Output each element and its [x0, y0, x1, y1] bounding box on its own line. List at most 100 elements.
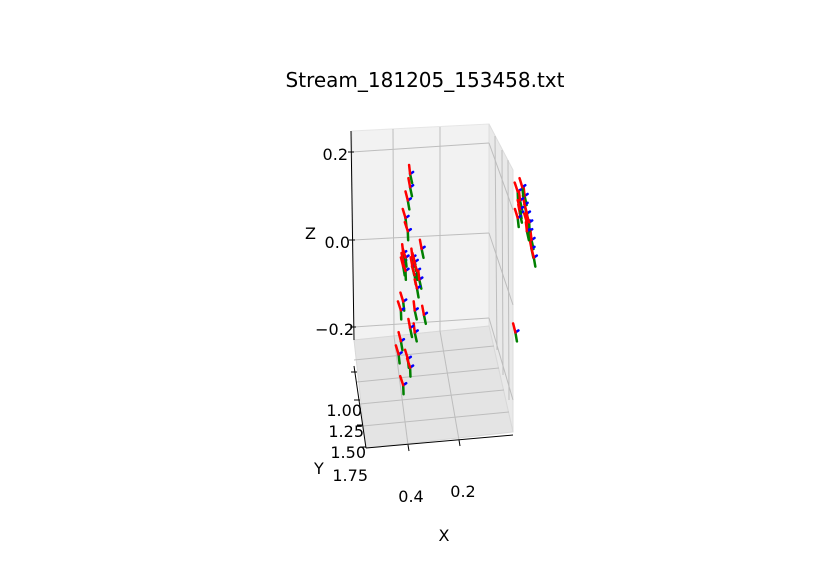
pose-y-axis	[420, 247, 425, 260]
pose-x-axis	[516, 198, 522, 211]
z-ticks	[348, 151, 356, 328]
pose-x-axis	[403, 348, 410, 361]
z-axis-line	[350, 130, 355, 341]
pose-y-axis	[404, 256, 408, 268]
pose-y-axis	[422, 313, 428, 326]
pose-x-axis	[524, 220, 529, 233]
pose-x-axis	[523, 203, 529, 215]
pose-x-axis	[401, 207, 407, 220]
pose-x-axis	[407, 176, 412, 189]
pose-triad	[513, 207, 522, 229]
pose-x-axis	[528, 238, 533, 251]
pose-triad	[404, 190, 413, 211]
x-tick-label: 0.2	[450, 482, 475, 501]
pose-triad	[401, 247, 410, 268]
pose-x-axis	[394, 344, 400, 356]
y-axis-line	[353, 365, 367, 449]
pose-triad	[407, 163, 415, 185]
pose-x-axis	[397, 330, 403, 343]
y-tick-label: 1.75	[332, 466, 368, 485]
z-tick-label: −0.2	[315, 320, 354, 339]
pose-x-axis	[522, 185, 526, 198]
chart-title: Stream_181205_153458.txt	[286, 68, 565, 92]
pose-x-axis	[403, 220, 410, 233]
pose-y-axis	[408, 185, 414, 198]
pose-y-axis	[408, 172, 414, 185]
pose-triad	[511, 322, 520, 343]
pose-x-axis	[398, 374, 405, 387]
pose-triad	[407, 317, 415, 339]
z-tick-label: 0.0	[325, 233, 350, 252]
pose-x-axis	[405, 357, 412, 369]
pose-triad	[412, 322, 419, 343]
pose-x-axis	[412, 260, 419, 273]
pose-x-axis	[412, 322, 416, 334]
pose-y-axis	[415, 287, 420, 299]
y-tick-label: 1.50	[330, 443, 366, 462]
pose-x-axis	[518, 176, 524, 189]
pose-y-axis	[516, 216, 520, 229]
pose-markers	[394, 163, 539, 396]
pose-x-axis	[404, 190, 410, 202]
pose-x-axis	[524, 212, 531, 224]
pose-triad	[394, 344, 403, 365]
pose-x-axis	[413, 278, 419, 290]
x-ticks	[407, 439, 461, 452]
pose-triad	[518, 176, 527, 198]
pose-triad	[407, 176, 415, 198]
x-axis-line	[365, 434, 514, 449]
pose-y-axis	[408, 326, 414, 339]
pose-triad	[398, 374, 408, 396]
z-axis-label: Z	[305, 224, 316, 243]
pose-x-axis	[522, 212, 529, 224]
pose-x-axis	[529, 229, 533, 242]
pose-x-axis	[401, 247, 407, 259]
pose-x-axis	[420, 304, 426, 317]
y-ticks	[351, 371, 366, 448]
pose-triad	[524, 220, 532, 242]
pose-x-axis	[399, 291, 405, 303]
pose-x-axis	[513, 207, 519, 220]
pose-y-axis	[399, 339, 404, 352]
pose-y-axis	[521, 185, 525, 198]
pose-y-axis	[413, 309, 418, 321]
x-tick-label: 0.4	[398, 487, 423, 506]
pose-triad	[413, 278, 422, 299]
pose-y-axis	[514, 331, 519, 343]
pose-y-axis	[397, 353, 401, 365]
pose-triad	[418, 238, 426, 260]
pose-x-axis	[401, 260, 407, 273]
pose-x-axis	[410, 264, 416, 277]
pose-x-axis	[513, 181, 519, 193]
pose-triad	[412, 300, 419, 321]
pose-triad	[396, 300, 406, 321]
pose-x-axis	[417, 269, 421, 281]
pose-y-axis	[406, 199, 411, 211]
grid-lines	[351, 127, 514, 446]
pose-y-axis	[532, 256, 537, 268]
y-tick-label: 1.25	[328, 422, 364, 441]
pose-x-axis	[530, 247, 536, 259]
pose-x-axis	[517, 190, 522, 202]
pose-x-axis	[396, 300, 403, 312]
pose-triad	[401, 260, 410, 282]
pose-x-axis	[407, 163, 412, 176]
pose-triad	[403, 220, 413, 242]
pose-x-axis	[409, 256, 414, 268]
pose-y-axis	[413, 331, 418, 343]
back-pane	[351, 123, 490, 341]
pose-triad	[397, 330, 406, 352]
y-tick-label: 1.00	[326, 401, 362, 420]
pose-triad	[420, 304, 429, 326]
y-axis-label: Y	[313, 459, 324, 478]
pose-x-axis	[418, 238, 423, 251]
floor-pane	[353, 325, 514, 449]
pose-x-axis	[407, 317, 412, 330]
pose-triad	[405, 357, 415, 378]
x-axis-label: X	[439, 526, 450, 545]
z-tick-label: 0.2	[323, 145, 348, 164]
pose-x-axis	[411, 251, 416, 264]
pose-triad	[530, 247, 539, 268]
pose-x-axis	[511, 322, 517, 334]
